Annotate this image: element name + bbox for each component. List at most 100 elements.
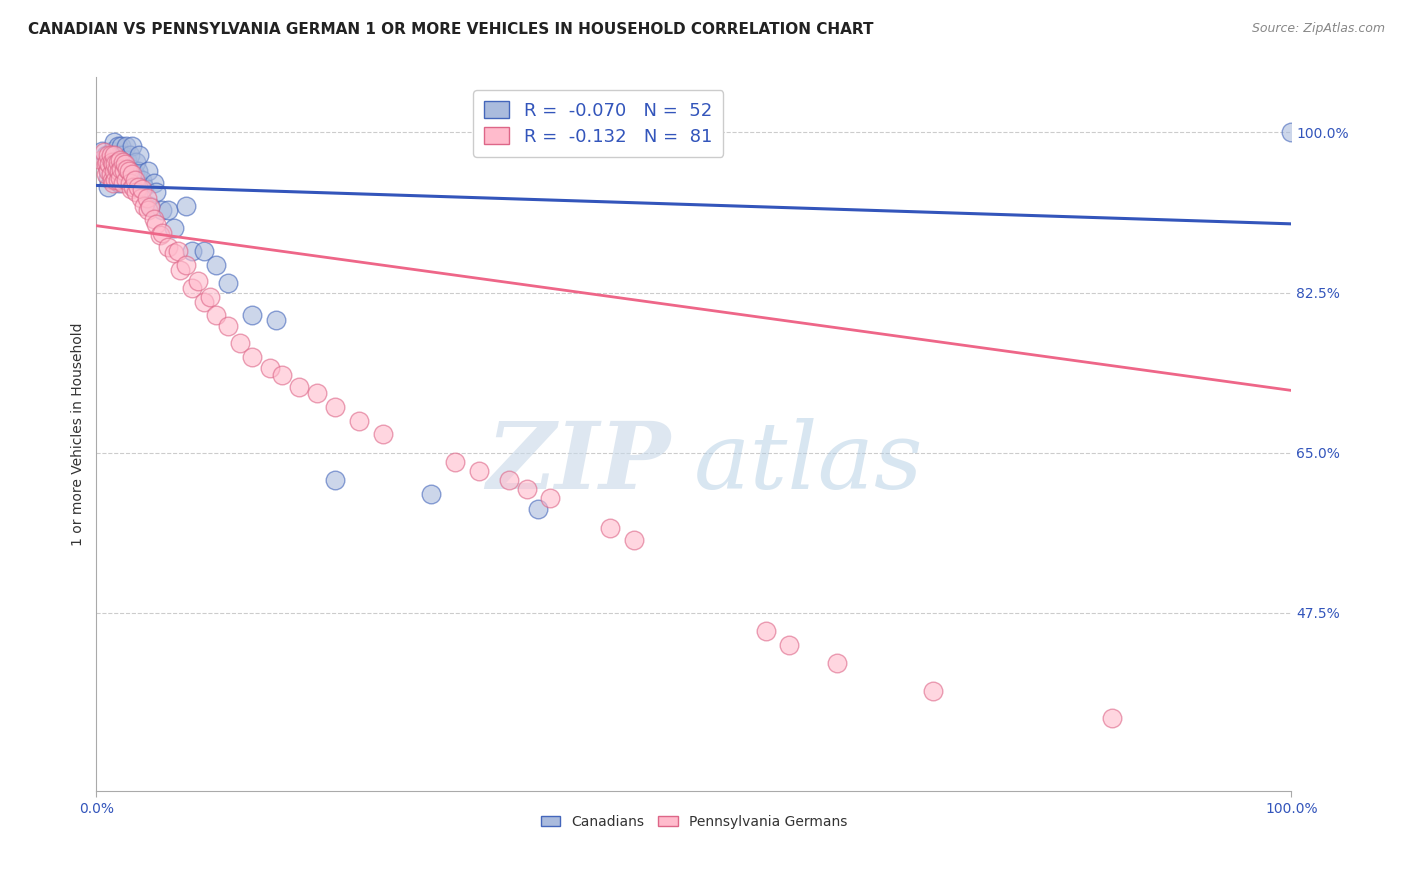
Text: ZIP: ZIP [485, 418, 669, 508]
Point [128, 148, 150, 162]
Point [101, 144, 124, 158]
Point [229, 335, 252, 350]
Point [96, 154, 118, 169]
Point [101, 176, 124, 190]
Point [498, 473, 520, 487]
Point [240, 309, 263, 323]
Point [118, 176, 141, 190]
Point [100, 153, 122, 167]
Point [100, 148, 122, 162]
Point [420, 487, 443, 501]
Point [307, 386, 329, 401]
Point [134, 198, 156, 212]
Point [515, 483, 537, 497]
Point [97, 163, 120, 178]
Point [90, 153, 112, 167]
Point [94, 148, 117, 162]
Point [623, 533, 645, 547]
Point [139, 198, 162, 212]
Point [373, 427, 395, 442]
Point [108, 163, 131, 178]
Point [111, 176, 134, 190]
Point [107, 167, 129, 181]
Point [825, 656, 848, 670]
Y-axis label: 1 or more Vehicles in Household: 1 or more Vehicles in Household [72, 323, 86, 546]
Point [97, 180, 120, 194]
Point [468, 464, 491, 478]
Point [145, 217, 167, 231]
Point [149, 227, 172, 242]
Point [169, 262, 191, 277]
Point [205, 258, 228, 272]
Point [104, 173, 127, 187]
Point [1101, 711, 1123, 725]
Point [163, 246, 186, 260]
Point [125, 185, 148, 199]
Point [125, 154, 148, 169]
Point [136, 203, 159, 218]
Point [174, 258, 197, 272]
Point [111, 148, 134, 162]
Point [107, 154, 129, 169]
Point [117, 167, 139, 181]
Point [94, 157, 117, 171]
Point [108, 176, 131, 190]
Point [110, 139, 132, 153]
Point [97, 161, 120, 176]
Point [112, 153, 135, 167]
Point [527, 502, 550, 516]
Point [174, 198, 197, 212]
Point [110, 161, 132, 176]
Point [103, 135, 125, 149]
Point [103, 148, 125, 162]
Point [1279, 125, 1302, 139]
Point [139, 201, 162, 215]
Point [101, 173, 124, 187]
Point [107, 173, 129, 187]
Point [270, 368, 292, 382]
Point [135, 191, 157, 205]
Point [198, 290, 221, 304]
Point [778, 638, 800, 652]
Point [117, 153, 139, 167]
Point [97, 171, 120, 186]
Point [103, 148, 125, 162]
Point [129, 191, 152, 205]
Point [163, 221, 186, 235]
Point [150, 203, 173, 218]
Point [131, 182, 153, 196]
Point [240, 350, 263, 364]
Point [259, 361, 281, 376]
Point [264, 313, 287, 327]
Legend: Canadians, Pennsylvania Germans: Canadians, Pennsylvania Germans [536, 809, 852, 834]
Point [150, 226, 173, 240]
Text: CANADIAN VS PENNSYLVANIA GERMAN 1 OR MORE VEHICLES IN HOUSEHOLD CORRELATION CHAR: CANADIAN VS PENNSYLVANIA GERMAN 1 OR MOR… [28, 22, 873, 37]
Point [142, 212, 165, 227]
Point [97, 148, 120, 162]
Point [349, 414, 371, 428]
Point [166, 244, 188, 259]
Point [217, 319, 239, 334]
Point [104, 157, 127, 171]
Point [157, 203, 180, 218]
Point [181, 244, 204, 259]
Point [107, 139, 129, 153]
Point [157, 240, 180, 254]
Point [127, 163, 149, 178]
Point [288, 380, 311, 394]
Point [754, 624, 776, 639]
Point [121, 161, 143, 176]
Point [103, 163, 125, 178]
Point [120, 182, 142, 196]
Point [93, 145, 115, 160]
Point [538, 491, 561, 506]
Point [599, 521, 621, 535]
Point [110, 153, 132, 167]
Point [124, 167, 146, 181]
Point [105, 161, 128, 176]
Point [444, 455, 467, 469]
Point [124, 173, 146, 187]
Point [921, 683, 943, 698]
Point [105, 148, 128, 162]
Point [115, 139, 138, 153]
